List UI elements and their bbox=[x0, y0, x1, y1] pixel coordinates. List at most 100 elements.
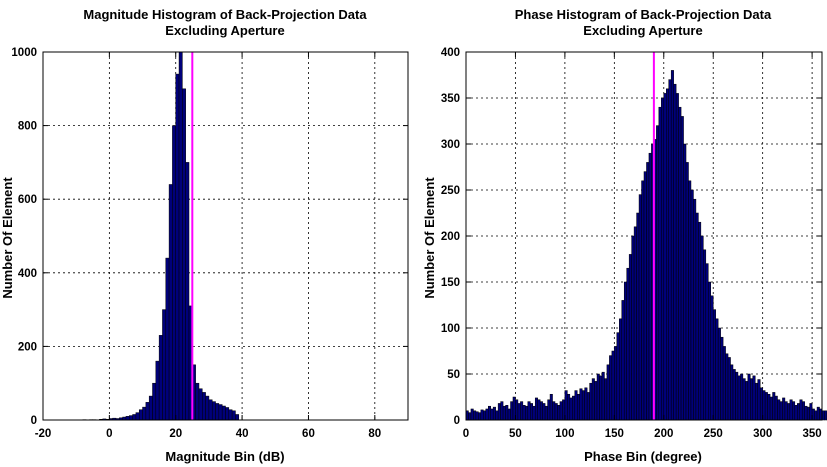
phase-bar bbox=[792, 401, 796, 421]
phase-y-tick-label: 250 bbox=[441, 185, 460, 197]
phase-bar bbox=[797, 403, 800, 421]
magnitude-bar bbox=[152, 382, 157, 421]
phase-xlabel: Phase Bin (degree) bbox=[584, 449, 702, 464]
phase-bar bbox=[740, 373, 744, 421]
phase-bar bbox=[722, 346, 726, 421]
magnitude-bar bbox=[178, 51, 183, 421]
phase-bar bbox=[695, 212, 699, 421]
phase-bar bbox=[619, 318, 622, 421]
phase-bar bbox=[480, 409, 484, 421]
phase-bar bbox=[757, 379, 761, 421]
phase-bar bbox=[705, 263, 709, 421]
phase-bar bbox=[661, 97, 665, 421]
phase-y-tick-label: 300 bbox=[441, 139, 460, 151]
phase-bar bbox=[530, 403, 533, 421]
magnitude-bar bbox=[155, 360, 160, 421]
phase-bar bbox=[777, 399, 781, 421]
magnitude-bar bbox=[235, 414, 240, 421]
phase-bar bbox=[678, 106, 682, 421]
magnitude-bar bbox=[162, 309, 167, 421]
phase-x-tick-label: 250 bbox=[704, 428, 723, 440]
phase-bar bbox=[752, 375, 756, 421]
phase-bar bbox=[495, 410, 499, 421]
magnitude-histogram: Magnitude Histogram of Back-Projection D… bbox=[0, 7, 409, 464]
phase-bar bbox=[636, 212, 640, 421]
magnitude-x-tick-label: 20 bbox=[169, 428, 182, 440]
phase-bar bbox=[552, 401, 556, 421]
phase-bar bbox=[559, 401, 563, 421]
magnitude-bar bbox=[211, 401, 216, 421]
magnitude-bar bbox=[231, 410, 236, 421]
magnitude-bar bbox=[195, 382, 200, 421]
phase-bar bbox=[668, 79, 672, 421]
magnitude-y-tick-label: 800 bbox=[18, 121, 37, 133]
phase-bar bbox=[549, 393, 553, 421]
phase-ylabel: Number Of Element bbox=[422, 177, 437, 299]
magnitude-title-line1: Magnitude Histogram of Back-Projection D… bbox=[83, 7, 367, 22]
magnitude-bar bbox=[198, 388, 203, 421]
phase-bar bbox=[485, 408, 489, 421]
phase-bar bbox=[569, 397, 573, 421]
phase-bar bbox=[725, 353, 729, 421]
magnitude-bar bbox=[158, 335, 163, 421]
phase-bar bbox=[492, 406, 496, 421]
phase-bar bbox=[537, 399, 541, 421]
magnitude-y-tick-label: 1000 bbox=[11, 47, 37, 59]
magnitude-axes-frame bbox=[42, 51, 409, 421]
phase-bar bbox=[641, 180, 645, 421]
phase-x-tick-label: 100 bbox=[555, 428, 574, 440]
phase-bar bbox=[554, 403, 558, 421]
magnitude-xlabel: Magnitude Bin (dB) bbox=[165, 449, 284, 464]
magnitude-title-line2: Excluding Aperture bbox=[165, 23, 284, 38]
phase-bar bbox=[646, 162, 650, 421]
phase-bar bbox=[517, 403, 521, 421]
phase-title-line2: Excluding Aperture bbox=[583, 23, 702, 38]
phase-y-tick-label: 200 bbox=[441, 231, 460, 243]
phase-bar bbox=[814, 410, 818, 421]
phase-bar bbox=[787, 403, 791, 421]
magnitude-bar bbox=[142, 406, 147, 421]
phase-bar bbox=[747, 373, 751, 421]
phase-bar bbox=[567, 393, 571, 421]
phase-bar bbox=[527, 401, 531, 421]
phase-bar bbox=[742, 378, 746, 421]
phase-y-tick-label: 50 bbox=[447, 369, 460, 381]
phase-bar bbox=[626, 267, 630, 421]
phase-bar bbox=[732, 369, 736, 421]
phase-bar bbox=[572, 395, 576, 421]
phase-bar bbox=[767, 393, 771, 421]
phase-bar bbox=[577, 393, 580, 421]
phase-bar bbox=[710, 295, 714, 421]
phase-bar bbox=[735, 371, 739, 421]
phase-bar bbox=[656, 125, 660, 421]
phase-bar bbox=[557, 405, 561, 421]
phase-bar bbox=[473, 410, 477, 421]
magnitude-x-tick-label: 40 bbox=[236, 428, 249, 440]
phase-bar bbox=[505, 405, 509, 421]
phase-bar bbox=[673, 83, 677, 421]
phase-bar bbox=[547, 399, 551, 421]
phase-bar bbox=[594, 381, 598, 421]
phase-bar bbox=[688, 180, 692, 421]
phase-bar bbox=[764, 392, 768, 421]
phase-bar bbox=[727, 357, 731, 421]
magnitude-bar bbox=[132, 414, 137, 421]
phase-y-tick-label: 350 bbox=[441, 93, 460, 105]
phase-bar bbox=[623, 281, 627, 421]
magnitude-bar bbox=[225, 407, 230, 421]
magnitude-y-tick-label: 200 bbox=[18, 341, 37, 353]
phase-bar bbox=[532, 405, 536, 421]
phase-bar bbox=[782, 397, 786, 421]
phase-bar bbox=[675, 93, 679, 421]
phase-bar bbox=[690, 189, 694, 421]
phase-bar bbox=[648, 152, 652, 421]
phase-bar bbox=[478, 412, 482, 421]
phase-y-tick-label: 150 bbox=[441, 277, 460, 289]
phase-bar bbox=[698, 221, 702, 421]
phase-bar bbox=[483, 410, 487, 421]
phase-bar bbox=[544, 405, 548, 421]
phase-bar bbox=[680, 116, 684, 421]
phase-bar bbox=[488, 405, 491, 421]
phase-bar bbox=[816, 406, 820, 421]
